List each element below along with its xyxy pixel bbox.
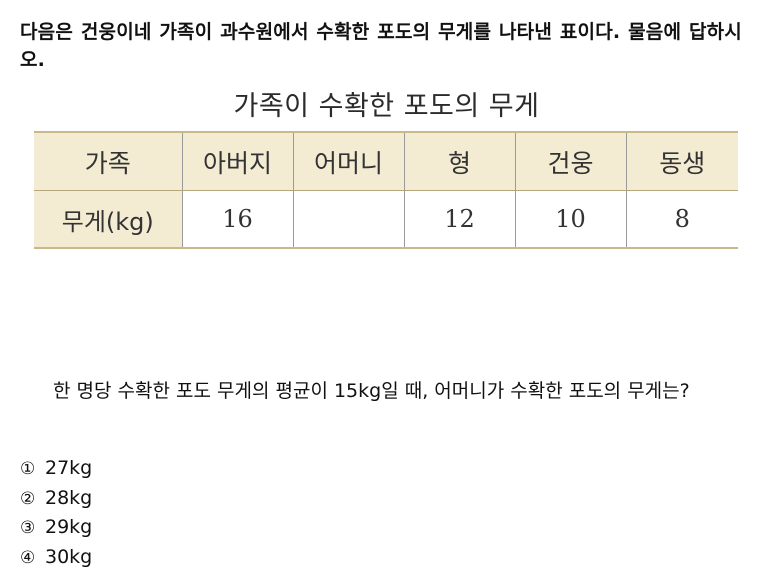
header-family-label: 가족	[34, 131, 182, 191]
choice-4-number: ④	[20, 548, 36, 569]
choice-4-text: 30kg	[45, 546, 93, 569]
header-younger-sibling: 동생	[625, 131, 738, 191]
choice-1-text: 27kg	[45, 457, 93, 479]
row-weight-label: 무게(kg)	[34, 190, 182, 249]
question-text: 한 명당 수확한 포도 무게의 평균이 15kg일 때, 어머니가 수확한 포도…	[53, 380, 690, 402]
choice-1[interactable]: ① 27kg	[20, 454, 92, 484]
value-father: 16	[181, 190, 293, 249]
value-younger-sibling: 8	[625, 190, 738, 249]
choice-3-number: ③	[20, 518, 36, 539]
choice-2[interactable]: ② 28kg	[20, 484, 92, 514]
value-mother	[292, 190, 404, 249]
choice-3[interactable]: ③ 29kg	[20, 513, 92, 543]
choice-1-number: ①	[20, 459, 36, 479]
table-value-row: 무게(kg) 16 12 10 8	[34, 190, 738, 249]
header-mother: 어머니	[292, 131, 404, 191]
header-father: 아버지	[181, 131, 293, 191]
header-geonung: 건웅	[514, 131, 626, 191]
choice-4[interactable]: ④ 30kg	[20, 543, 92, 573]
choice-2-number: ②	[20, 488, 36, 509]
table-header-row: 가족 아버지 어머니 형 건웅 동생	[34, 131, 738, 191]
choice-2-text: 28kg	[45, 486, 93, 509]
header-older-brother: 형	[403, 131, 515, 191]
choice-list: ① 27kg ② 28kg ③ 29kg ④ 30kg	[20, 454, 92, 573]
value-geonung: 10	[514, 190, 626, 249]
value-older-brother: 12	[403, 190, 515, 249]
problem-intro: 다음은 건웅이네 가족이 과수원에서 수확한 포도의 무게를 나타낸 표이다. …	[20, 21, 742, 71]
weight-table: 가족 아버지 어머니 형 건웅 동생 무게(kg) 16 12 10 8	[34, 131, 738, 249]
table-title: 가족이 수확한 포도의 무게	[233, 91, 540, 122]
choice-3-text: 29kg	[45, 516, 93, 539]
